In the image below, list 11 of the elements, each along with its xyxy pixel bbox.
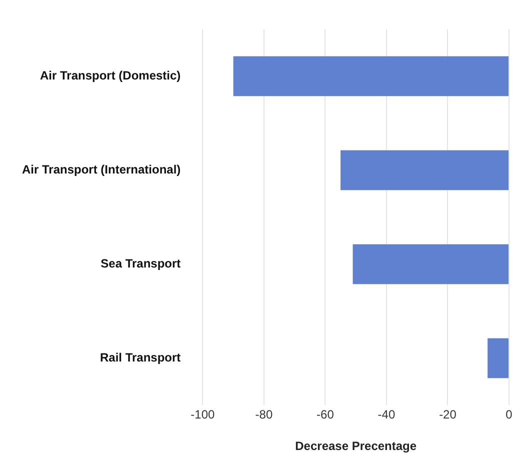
y-tick-label: Air Transport (Domestic) xyxy=(40,68,181,83)
x-tick-label: -40 xyxy=(378,408,396,422)
x-axis-title: Decrease Precentage xyxy=(295,439,417,454)
y-tick-label: Rail Transport xyxy=(100,350,181,365)
x-tick-label: -80 xyxy=(255,408,273,422)
y-tick-label: Air Transport (International) xyxy=(22,162,181,177)
y-tick-label: Sea Transport xyxy=(100,256,181,271)
x-tick-label: 0 xyxy=(506,408,513,422)
x-tick-label: -60 xyxy=(316,408,334,422)
x-tick-label: -100 xyxy=(190,408,216,422)
x-tick-label: -20 xyxy=(439,408,457,422)
